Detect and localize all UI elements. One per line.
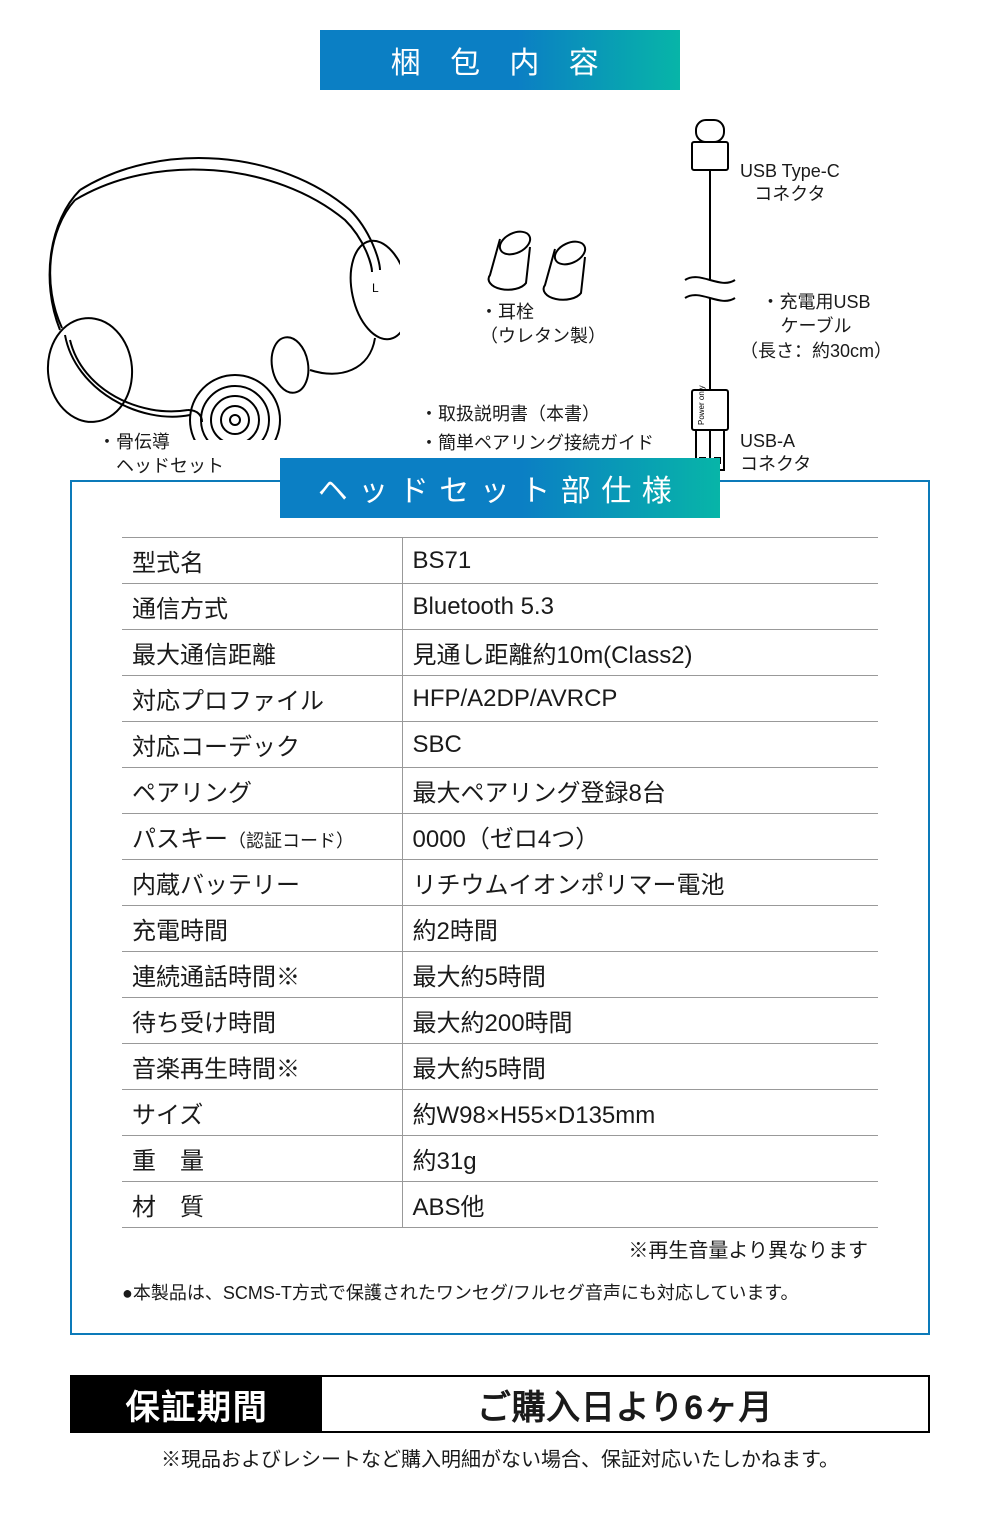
cable-label-l3: （長さ：約30cm） xyxy=(740,339,892,363)
earplugs-label-l2: （ウレタン製） xyxy=(480,324,606,348)
spec-header: ヘッドセット部仕様 xyxy=(280,458,720,518)
spec-key: 充電時間 xyxy=(122,906,402,952)
spec-key: 材 質 xyxy=(122,1182,402,1228)
warranty-note: ※現品およびレシートなど購入明細がない場合、保証対応いたしかねます。 xyxy=(70,1443,930,1472)
spec-value: SBC xyxy=(402,722,878,768)
cable-label-l2: ケーブル xyxy=(740,314,892,338)
usba-label: USB-A コネクタ xyxy=(740,430,811,477)
package-header: 梱 包 内 容 xyxy=(320,30,680,90)
spec-value: 最大約5時間 xyxy=(402,1044,878,1090)
spec-key: 連続通話時間※ xyxy=(122,952,402,998)
spec-value: 約2時間 xyxy=(402,906,878,952)
svg-text:Power only: Power only xyxy=(697,385,706,425)
table-row: 材 質ABS他 xyxy=(122,1182,878,1228)
spec-value: 最大ペアリング登録8台 xyxy=(402,768,878,814)
table-row: 連続通話時間※最大約5時間 xyxy=(122,952,878,998)
spec-key: 音楽再生時間※ xyxy=(122,1044,402,1090)
table-row: 対応コーデックSBC xyxy=(122,722,878,768)
usbc-label: USB Type-C コネクタ xyxy=(740,160,840,207)
spec-key: 待ち受け時間 xyxy=(122,998,402,1044)
package-contents-diagram: L ・骨伝導 ヘッドセット ・耳栓 （ウレタン製） xyxy=(20,110,980,450)
pairing-guide-label: ・簡単ペアリング接続ガイド xyxy=(420,429,654,458)
table-row: パスキー（認証コード）0000（ゼロ4つ） xyxy=(122,814,878,860)
earplugs-label-l1: ・耳栓 xyxy=(480,300,606,324)
table-row: 通信方式Bluetooth 5.3 xyxy=(122,584,878,630)
usbc-label-l1: USB Type-C xyxy=(740,160,840,183)
table-row: 型式名BS71 xyxy=(122,538,878,584)
warranty-value: ご購入日より6ヶ月 xyxy=(322,1377,928,1431)
spec-value: HFP/A2DP/AVRCP xyxy=(402,676,878,722)
usb-cable-icon: Power only xyxy=(670,100,750,480)
spec-key: 内蔵バッテリー xyxy=(122,860,402,906)
table-row: 最大通信距離見通し距離約10m(Class2) xyxy=(122,630,878,676)
earplugs-icon xyxy=(480,225,610,305)
spec-value: 見通し距離約10m(Class2) xyxy=(402,630,878,676)
spec-key: 対応コーデック xyxy=(122,722,402,768)
docs-label: ・取扱説明書（本書） ・簡単ペアリング接続ガイド xyxy=(420,400,654,458)
table-row: 対応プロファイルHFP/A2DP/AVRCP xyxy=(122,676,878,722)
volume-note: ※再生音量より異なります xyxy=(122,1234,878,1263)
spec-value: 最大約5時間 xyxy=(402,952,878,998)
spec-value: 約31g xyxy=(402,1136,878,1182)
spec-key: ペアリング xyxy=(122,768,402,814)
spec-key: パスキー（認証コード） xyxy=(122,814,402,860)
warranty-label: 保証期間 xyxy=(72,1377,322,1431)
cable-label: ・充電用USB ケーブル （長さ：約30cm） xyxy=(740,290,892,363)
earplugs-label: ・耳栓 （ウレタン製） xyxy=(480,300,606,349)
spec-value: BS71 xyxy=(402,538,878,584)
spec-value: リチウムイオンポリマー電池 xyxy=(402,860,878,906)
spec-value: ABS他 xyxy=(402,1182,878,1228)
headset-label-l1: ・骨伝導 ヘッドセット xyxy=(98,432,224,476)
table-row: 音楽再生時間※最大約5時間 xyxy=(122,1044,878,1090)
spec-key: 型式名 xyxy=(122,538,402,584)
spec-value: 0000（ゼロ4つ） xyxy=(402,814,878,860)
spec-key: 対応プロファイル xyxy=(122,676,402,722)
table-row: 内蔵バッテリーリチウムイオンポリマー電池 xyxy=(122,860,878,906)
table-row: 充電時間約2時間 xyxy=(122,906,878,952)
spec-value: Bluetooth 5.3 xyxy=(402,584,878,630)
svg-text:L: L xyxy=(372,281,379,295)
spec-key: 重 量 xyxy=(122,1136,402,1182)
usba-label-l2: コネクタ xyxy=(740,453,811,476)
table-row: サイズ約W98×H55×D135mm xyxy=(122,1090,878,1136)
table-row: ペアリング最大ペアリング登録8台 xyxy=(122,768,878,814)
headset-icon: L xyxy=(20,140,400,440)
usbc-label-l2: コネクタ xyxy=(740,183,840,206)
spec-key: 最大通信距離 xyxy=(122,630,402,676)
spec-value: 最大約200時間 xyxy=(402,998,878,1044)
cable-label-l1: ・充電用USB xyxy=(740,290,892,314)
scmst-note: ●本製品は、SCMS-T方式で保護されたワンセグ/フルセグ音声にも対応しています… xyxy=(122,1279,878,1305)
spec-box: ヘッドセット部仕様 型式名BS71通信方式Bluetooth 5.3最大通信距離… xyxy=(70,480,930,1335)
manual-label: ・取扱説明書（本書） xyxy=(420,400,654,429)
spec-key: サイズ xyxy=(122,1090,402,1136)
spec-key: 通信方式 xyxy=(122,584,402,630)
warranty-row: 保証期間 ご購入日より6ヶ月 xyxy=(70,1375,930,1433)
table-row: 重 量約31g xyxy=(122,1136,878,1182)
table-row: 待ち受け時間最大約200時間 xyxy=(122,998,878,1044)
usba-label-l1: USB-A xyxy=(740,430,811,453)
spec-table: 型式名BS71通信方式Bluetooth 5.3最大通信距離見通し距離約10m(… xyxy=(122,537,878,1228)
spec-value: 約W98×H55×D135mm xyxy=(402,1090,878,1136)
headset-label: ・骨伝導 ヘッドセット xyxy=(98,430,224,479)
